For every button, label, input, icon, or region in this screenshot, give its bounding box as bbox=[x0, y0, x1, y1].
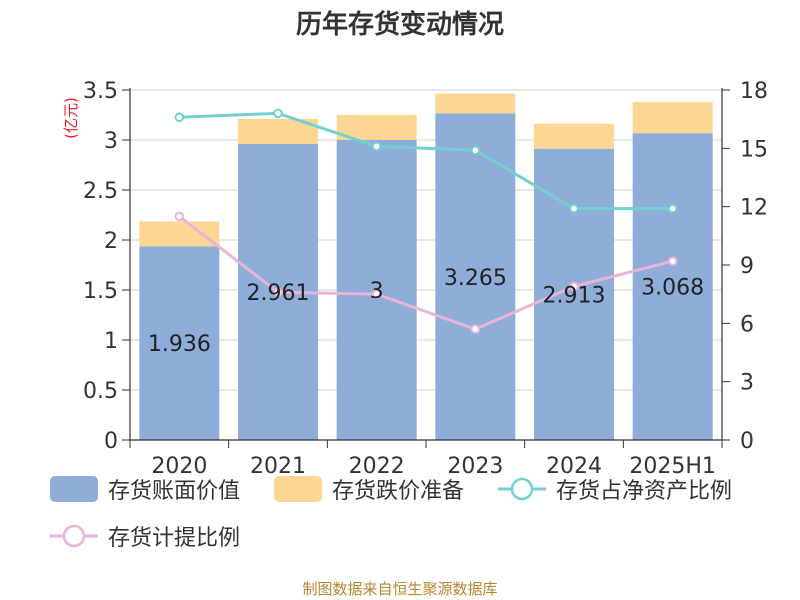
source-footer: 制图数据来自恒生聚源数据库 bbox=[302, 580, 498, 598]
point-net-asset-ratio bbox=[667, 203, 678, 214]
x-tick-label: 2024 bbox=[546, 454, 602, 479]
legend-item-provision-ratio: 存货计提比例 bbox=[50, 519, 240, 553]
x-tick-label: 2025H1 bbox=[629, 454, 716, 479]
y-right-tick-label: 3 bbox=[740, 371, 754, 396]
point-net-asset-ratio bbox=[273, 108, 283, 119]
legend-label: 存货占净资产比例 bbox=[556, 479, 733, 504]
legend-line-marker bbox=[498, 477, 546, 501]
bar-book-value bbox=[632, 133, 713, 440]
y-left-tick-label: 1.5 bbox=[83, 279, 118, 304]
legend-line-marker bbox=[50, 524, 98, 548]
bar-data-label: 3 bbox=[370, 279, 384, 304]
legend-swatch bbox=[274, 476, 322, 502]
y-right-tick-label: 12 bbox=[740, 196, 768, 221]
point-provision-ratio bbox=[371, 289, 382, 299]
y-left-tick-label: 0 bbox=[104, 429, 118, 454]
y-left-tick-label: 2.5 bbox=[83, 179, 118, 204]
line-provision-ratio bbox=[178, 215, 674, 331]
bar-data-label: 3.068 bbox=[641, 276, 704, 301]
bar-impairment bbox=[435, 93, 516, 114]
y-right-tick-label: 15 bbox=[740, 137, 768, 162]
bar-book-value bbox=[534, 148, 614, 440]
point-provision-ratio bbox=[569, 281, 579, 292]
x-tick-label: 2020 bbox=[151, 454, 207, 479]
y-left-tick-label: 3 bbox=[104, 129, 118, 154]
bar-data-label: 3.265 bbox=[444, 266, 507, 291]
bar-data-label: 2.961 bbox=[247, 281, 310, 306]
bar-impairment bbox=[632, 102, 713, 134]
point-provision-ratio bbox=[470, 324, 481, 334]
y-left-tick-label: 2 bbox=[104, 229, 118, 254]
legend-label: 存货跌价准备 bbox=[332, 479, 465, 504]
point-net-asset-ratio bbox=[371, 141, 382, 152]
point-net-asset-ratio bbox=[569, 203, 579, 214]
point-net-asset-ratio bbox=[470, 145, 481, 156]
x-tick-label: 2021 bbox=[250, 454, 306, 479]
x-tick-label: 2022 bbox=[349, 454, 405, 479]
legend-item-net-asset-ratio: 存货占净资产比例 bbox=[498, 472, 732, 506]
bar-data-label: 2.913 bbox=[543, 283, 606, 308]
bar-data-label: 1.936 bbox=[148, 332, 211, 357]
chart-title: 历年存货变动情况 bbox=[295, 10, 504, 40]
axes: 0 0.5 1 1.5 2 2.5 3 3.5 0 3 6 9 12 15 18 (亿元) 2020 2021 20… bbox=[62, 79, 768, 479]
x-tick-label: 2023 bbox=[447, 454, 503, 479]
y-right-tick-label: 0 bbox=[740, 429, 754, 454]
point-provision-ratio bbox=[273, 287, 283, 298]
point-net-asset-ratio bbox=[174, 112, 185, 123]
line-net-asset-ratio bbox=[179, 111, 673, 211]
legend-label: 存货计提比例 bbox=[108, 526, 241, 551]
y-left-tick-label: 0.5 bbox=[83, 379, 118, 404]
bar-book-value bbox=[139, 246, 220, 440]
y-left-unit-label: (亿元) bbox=[62, 97, 80, 139]
legend-swatch bbox=[50, 476, 98, 502]
point-provision-ratio bbox=[667, 256, 678, 266]
legend-item-book-value: 存货账面价值 bbox=[50, 472, 240, 506]
line-series bbox=[174, 108, 678, 334]
bar-impairment bbox=[534, 123, 614, 149]
bar-book-value bbox=[435, 113, 516, 440]
legend-label: 存货账面价值 bbox=[108, 479, 241, 504]
data-labels: 1.936 2.961 3 3.265 2.913 3.068 bbox=[148, 266, 704, 357]
y-left-tick-label: 1 bbox=[104, 329, 118, 354]
y-right-tick-label: 18 bbox=[740, 79, 768, 104]
legend-item-impairment: 存货跌价准备 bbox=[274, 472, 464, 506]
bars bbox=[139, 93, 713, 440]
y-right-tick-label: 6 bbox=[740, 312, 754, 337]
bar-impairment bbox=[336, 115, 417, 140]
y-left-tick-label: 3.5 bbox=[83, 79, 118, 104]
y-right-tick-label: 9 bbox=[740, 254, 754, 279]
point-provision-ratio bbox=[174, 211, 185, 222]
bar-impairment bbox=[139, 221, 220, 247]
